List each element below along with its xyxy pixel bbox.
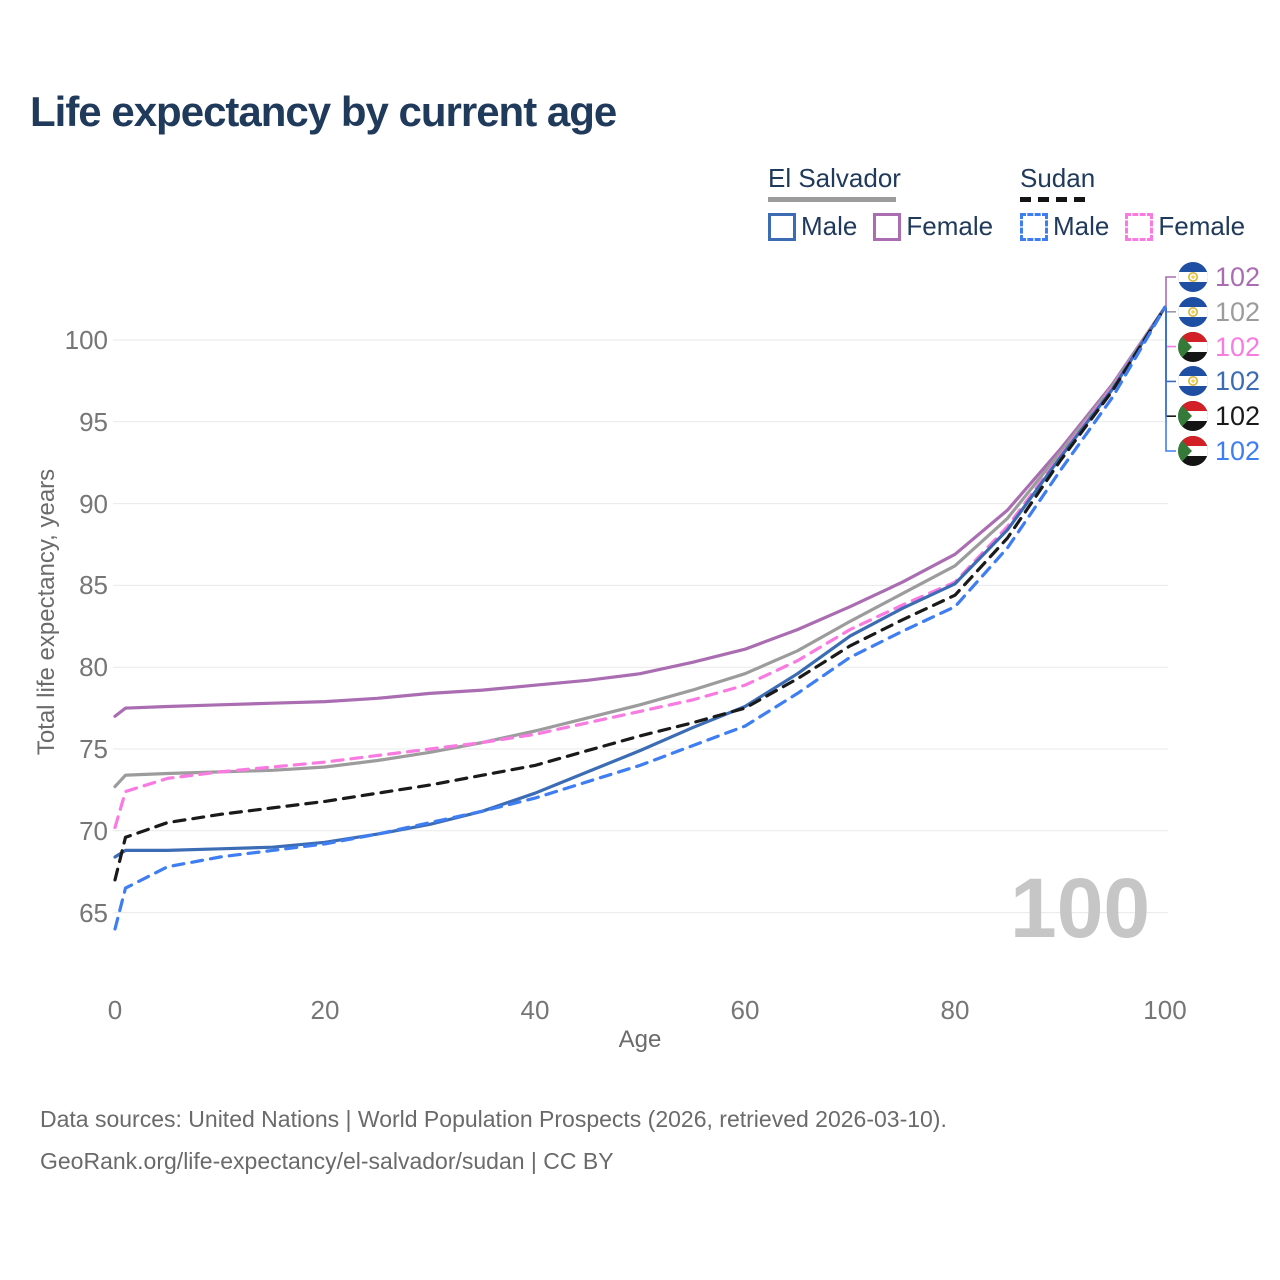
end-label-row-el-salvador-all-: 102	[1178, 296, 1261, 327]
legend-item-label: Female	[1158, 211, 1246, 241]
x-tick-label-80: 80	[940, 995, 970, 1025]
y-tick-label-65: 65	[79, 897, 108, 928]
legend-item-label: Male	[1053, 211, 1110, 241]
el-salvador-flag-icon	[1178, 366, 1208, 397]
end-label-row-el-salvador-female: 102	[1178, 262, 1260, 292]
end-label-leader	[1165, 308, 1176, 313]
series-line-sudan-male[interactable]	[113, 305, 1167, 931]
legend-item-sudan-male[interactable]: Male	[1020, 211, 1109, 242]
x-tick-label-40: 40	[520, 995, 550, 1025]
legend-group-sudan: Sudan Male Female	[1020, 163, 1245, 242]
end-value-label: 102	[1215, 436, 1261, 466]
legend-item-sudan-female[interactable]: Female	[1125, 211, 1245, 242]
x-tick-label-60: 60	[730, 995, 760, 1025]
x-axis-title: Age	[618, 1026, 662, 1053]
end-label-row-sudan-all-: 102	[1178, 401, 1261, 432]
y-tick-label-85: 85	[79, 570, 108, 601]
end-value-label: 102	[1215, 262, 1261, 292]
data-source-note: Data sources: United Nations | World Pop…	[40, 1106, 947, 1132]
age-counter-watermark: 100	[1010, 861, 1151, 955]
legend-item-el-salvador-male[interactable]: Male	[768, 211, 857, 242]
end-label-leader	[1165, 308, 1176, 383]
legend-group-label-sudan[interactable]: Sudan	[1020, 163, 1096, 193]
sudan-flag-icon	[1178, 331, 1208, 362]
legend-group-label-el-salvador[interactable]: El Salvador	[768, 163, 901, 193]
el-salvador-female-swatch	[873, 212, 902, 241]
el-salvador-flag-icon	[1178, 262, 1208, 292]
end-label-leader	[1165, 308, 1176, 417]
end-label-row-el-salvador-male: 102	[1178, 366, 1261, 397]
el-salvador-male-swatch	[768, 212, 796, 241]
series-line-el-salvador-male[interactable]	[113, 305, 1167, 859]
y-tick-label-90: 90	[79, 488, 108, 519]
sudan-female-swatch	[1125, 212, 1154, 241]
end-label-leader	[1165, 276, 1176, 308]
y-tick-label-95: 95	[79, 406, 108, 437]
legend-item-el-salvador-female[interactable]: Female	[873, 211, 993, 242]
series-line-el-salvador-female[interactable]	[113, 305, 1167, 718]
end-value-label: 102	[1215, 401, 1261, 432]
end-value-label: 102	[1215, 296, 1261, 327]
sudan-male-swatch	[1020, 212, 1048, 241]
series-line-sudan-female[interactable]	[113, 305, 1167, 830]
end-label-row-sudan-female: 102	[1178, 331, 1261, 362]
end-label-row-sudan-male: 102	[1178, 436, 1260, 466]
legend-item-label: Female	[906, 211, 994, 241]
y-axis-title: Total life expectancy, years	[33, 468, 60, 756]
end-value-label: 102	[1215, 331, 1261, 362]
el-salvador-line-sample	[768, 197, 896, 202]
chart-title: Life expectancy by current age	[30, 88, 617, 135]
x-tick-label-100: 100	[1143, 995, 1187, 1025]
x-tick-label-20: 20	[310, 995, 340, 1025]
el-salvador-flag-icon	[1178, 296, 1208, 327]
sudan-flag-icon	[1178, 436, 1208, 466]
legend-item-label: Male	[801, 211, 858, 241]
x-tick-label-0: 0	[107, 995, 123, 1025]
end-label-leader	[1165, 308, 1176, 348]
sudan-line-sample	[1020, 197, 1090, 202]
legend-group-el-salvador: El Salvador Male Female	[768, 163, 993, 242]
end-value-label: 102	[1215, 366, 1261, 397]
end-label-leader	[1165, 308, 1176, 452]
series-line-sudan-all-[interactable]	[113, 305, 1167, 882]
y-tick-label-100: 100	[64, 325, 108, 355]
sudan-flag-icon	[1178, 401, 1208, 432]
y-tick-label-80: 80	[79, 652, 108, 683]
series-line-el-salvador-all-[interactable]	[113, 305, 1167, 789]
y-tick-label-75: 75	[79, 734, 108, 764]
source-url-note: GeoRank.org/life-expectancy/el-salvador/…	[40, 1148, 614, 1174]
y-tick-label-70: 70	[79, 815, 108, 846]
